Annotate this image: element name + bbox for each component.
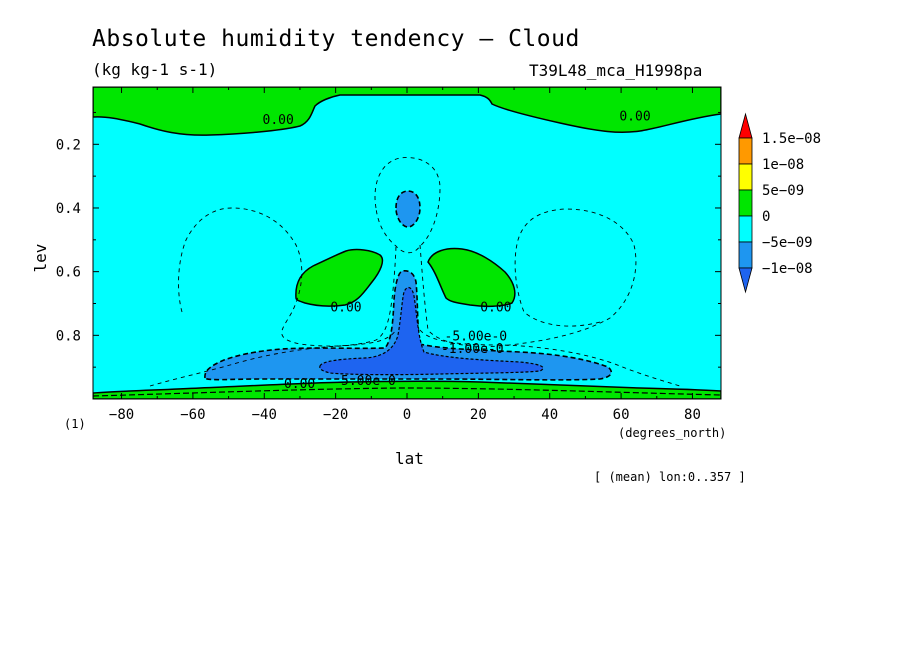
x-tick-label: 80 <box>684 407 701 423</box>
contour-label-mid-left: 0.00 <box>330 301 361 316</box>
colorbar-segment <box>738 163 753 191</box>
contour-lower-outer-right <box>419 329 681 387</box>
x-tick-label: 60 <box>613 407 630 423</box>
colorbar-segment <box>738 137 753 165</box>
colorbar-segment <box>738 189 753 217</box>
contour-label-top-right: 0.00 <box>619 110 650 125</box>
colorbar-label: 1e−08 <box>762 157 804 173</box>
y-tick-label: 0.8 <box>56 328 81 344</box>
panel-label: (1) <box>64 417 86 431</box>
colorbar-top-arrow <box>738 112 753 139</box>
chart-units: (kg kg-1 s-1) <box>92 60 217 79</box>
fill-neg-upper-blob <box>395 190 421 228</box>
y-tick-label: 0.6 <box>56 265 81 281</box>
x-tick-label: −20 <box>323 407 348 423</box>
contour-lower-outer <box>149 329 397 387</box>
y-axis-title: lev <box>31 244 50 273</box>
contour-dashed-group <box>149 157 681 387</box>
x-axis-title: lat <box>395 449 424 468</box>
fill-top-band <box>93 87 721 136</box>
x-axis: −80 −60 −40 −20 0 20 40 60 80 <box>109 87 701 423</box>
contour-label-neg1e8: -1.00e-0 <box>441 342 504 357</box>
fill-bottom-band <box>93 380 721 399</box>
contour-field <box>93 87 721 399</box>
contour-label-top-left: 0.00 <box>263 113 294 128</box>
contour-label-bottom-pos: 5.00e-0 <box>341 374 396 389</box>
x-tick-label: −60 <box>180 407 205 423</box>
contour-upper-loop <box>374 157 441 254</box>
contour-label-neg5e9: -5.00e-0 <box>445 329 508 344</box>
contour-labels: 0.00 0.00 0.00 0.00 -5.00e-0 -1.00e-0 0.… <box>263 110 651 392</box>
x-tick-label: −80 <box>109 407 134 423</box>
x-tick-label: 0 <box>403 407 411 423</box>
x-tick-label: 20 <box>470 407 487 423</box>
y-tick-label: 0.4 <box>56 201 81 217</box>
contour-bottom-positive <box>93 387 721 397</box>
x-tick-label: −40 <box>252 407 277 423</box>
chart-title: Absolute humidity tendency — Cloud <box>92 26 580 52</box>
colorbar-bottom-arrow <box>738 267 753 294</box>
contour-left-loop <box>178 207 397 347</box>
y-tick-label: 0.2 <box>56 137 81 153</box>
colorbar-segment <box>738 215 753 243</box>
mean-note: [ (mean) lon:0..357 ] <box>594 470 746 484</box>
colorbar-label: 5e−09 <box>762 183 804 199</box>
y-axis: 0.2 0.4 0.6 0.8 <box>56 111 721 368</box>
fill-right-blob <box>427 247 516 308</box>
colorbar-label: −5e−09 <box>762 235 813 251</box>
colorbar-segment <box>738 241 753 269</box>
contour-label-bottom-zero: 0.00 <box>284 377 315 392</box>
colorbar-label: −1e−08 <box>762 261 813 277</box>
fill-neg-core <box>319 286 544 376</box>
colorbar: 1.5e−08 1e−08 5e−09 0 −5e−09 −1e−08 <box>738 112 821 294</box>
fill-left-blob <box>295 248 384 307</box>
x-axis-unit: (degrees_north) <box>618 426 726 440</box>
x-tick-label: 40 <box>541 407 558 423</box>
run-name: T39L48_mca_H1998pa <box>529 61 702 80</box>
colorbar-label: 1.5e−08 <box>762 131 821 147</box>
colorbar-label: 0 <box>762 209 770 225</box>
contour-label-mid-right: 0.00 <box>480 301 511 316</box>
